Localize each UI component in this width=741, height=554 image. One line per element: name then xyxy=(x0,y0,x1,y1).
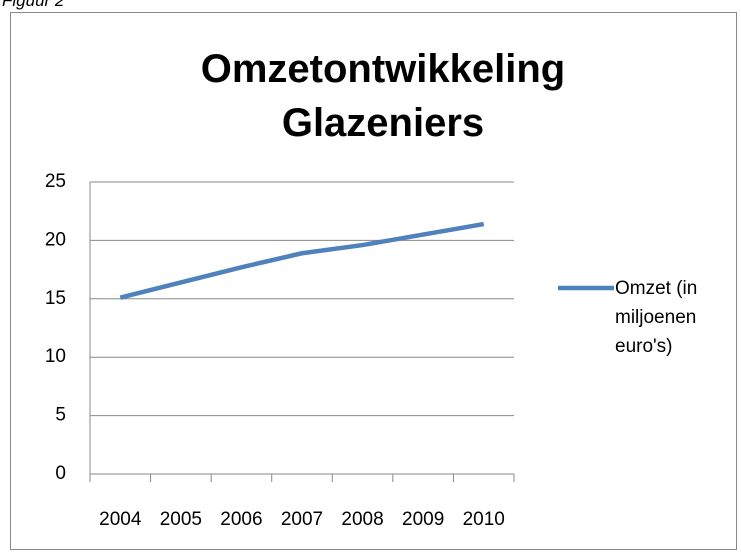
x-tick-label: 2010 xyxy=(463,509,505,530)
chart-frame xyxy=(10,12,737,550)
x-tick-label: 2007 xyxy=(281,509,323,530)
y-tick-label: 5 xyxy=(55,405,66,426)
x-tick-label: 2009 xyxy=(402,509,444,530)
y-tick-label: 20 xyxy=(45,229,66,250)
y-tick-label: 15 xyxy=(45,288,66,309)
y-tick-label: 10 xyxy=(45,346,66,367)
chart-title: Omzetontwikkeling Glazeniers xyxy=(200,47,566,145)
y-tick-label: 0 xyxy=(55,463,66,484)
x-tick-label: 2004 xyxy=(99,509,142,530)
line-series xyxy=(119,221,485,300)
caption: Figuur 2 xyxy=(2,0,65,10)
x-tick-label: 2008 xyxy=(341,509,383,530)
x-tick-label: 2005 xyxy=(160,509,202,530)
y-tick-label: 25 xyxy=(45,171,66,192)
x-tick-label: 2006 xyxy=(220,509,262,530)
legend-label: Omzet (in miljoenen euro's) xyxy=(615,278,698,357)
